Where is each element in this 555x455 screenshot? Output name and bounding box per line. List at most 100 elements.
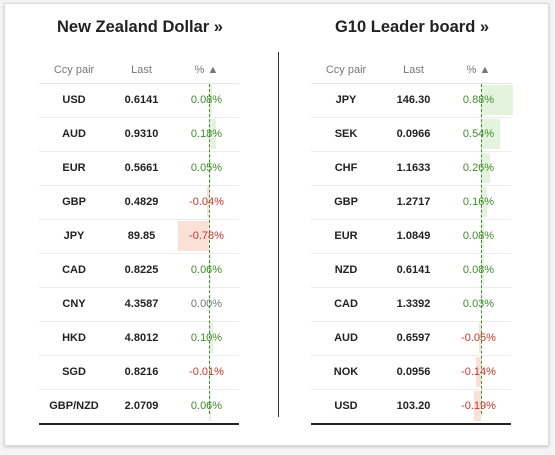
zero-line	[209, 84, 210, 414]
table-row[interactable]: GBP 1.2717 0.16%	[311, 186, 511, 220]
last-price-cell: 1.3392	[396, 298, 431, 310]
table-row[interactable]: NOK 0.0956 -0.14%	[311, 356, 511, 390]
positive-change-bar	[209, 153, 211, 183]
last-price-cell: 0.5661	[124, 162, 159, 174]
positive-change-bar	[209, 255, 212, 285]
pct-change-cell: 0.00%	[190, 298, 223, 310]
last-price-cell: 0.4829	[124, 196, 159, 208]
table-row[interactable]: GBP 0.4829 -0.04%	[39, 186, 239, 220]
pct-change-cell: -0.14%	[461, 366, 496, 378]
positive-change-bar	[481, 85, 513, 115]
header-pct-sort[interactable]: % ▲	[466, 64, 491, 76]
ccy-pair-cell: CAD	[62, 264, 86, 276]
nzd-table-body: USD 0.6141 0.08% AUD 0.9310 0.18% EUR 0.5661 0.0…	[39, 84, 239, 425]
ccy-pair-cell: NOK	[333, 366, 359, 378]
positive-change-bar	[209, 119, 217, 149]
ccy-pair-cell: HKD	[62, 332, 86, 344]
table-row[interactable]: JPY 89.85 -0.78%	[39, 220, 239, 254]
table-row[interactable]: AUD 0.6597 -0.05%	[311, 322, 511, 356]
ccy-pair-cell: EUR	[334, 230, 358, 242]
table-row[interactable]: CNY 4.3587 0.00%	[39, 288, 239, 322]
pct-change-cell: 0.16%	[462, 196, 495, 208]
pct-change-cell: 0.18%	[190, 128, 223, 140]
pct-change-cell: 0.08%	[462, 230, 495, 242]
last-price-cell: 1.1633	[396, 162, 431, 174]
table-row[interactable]: JPY 146.30 0.88%	[311, 84, 513, 118]
pct-change-cell: -0.19%	[461, 400, 496, 412]
ccy-pair-cell: CAD	[334, 298, 358, 310]
last-price-cell: 0.8216	[124, 366, 159, 378]
last-price-cell: 0.0966	[396, 128, 431, 140]
pct-change-cell: -0.04%	[189, 196, 224, 208]
g10-panel-title-link[interactable]: G10 Leader board »	[334, 18, 490, 36]
table-row[interactable]: SEK 0.0966 0.54%	[311, 118, 511, 152]
zero-line	[481, 84, 482, 414]
table-row[interactable]: AUD 0.9310 0.18%	[39, 118, 239, 152]
negative-change-bar	[479, 323, 481, 353]
positive-change-bar	[481, 255, 484, 285]
positive-change-bar	[481, 187, 487, 217]
pct-change-cell: 0.88%	[462, 94, 495, 106]
nzd-panel-title-link[interactable]: New Zealand Dollar »	[57, 18, 223, 36]
table-row[interactable]: HKD 4.8012 0.10%	[39, 322, 239, 356]
negative-change-bar	[207, 187, 209, 217]
last-price-cell: 89.85	[127, 230, 156, 242]
positive-change-bar	[209, 391, 212, 421]
ccy-pair-cell: USD	[334, 400, 358, 412]
pct-change-cell: 0.26%	[462, 162, 495, 174]
ccy-pair-cell: SGD	[62, 366, 86, 378]
last-price-cell: 0.8225	[124, 264, 159, 276]
last-price-cell: 0.0956	[396, 366, 431, 378]
table-row[interactable]: SGD 0.8216 -0.01%	[39, 356, 239, 390]
negative-change-bar	[474, 391, 481, 421]
table-row[interactable]: CAD 0.8225 0.06%	[39, 254, 239, 288]
pct-change-cell: 0.05%	[190, 162, 223, 174]
last-price-cell: 0.6141	[396, 264, 431, 276]
pct-change-cell: 0.06%	[190, 400, 223, 412]
last-price-cell: 103.20	[396, 400, 431, 412]
positive-change-bar	[481, 153, 491, 183]
table-row[interactable]: USD 0.6141 0.08%	[39, 84, 239, 118]
ccy-pair-cell: GBP/NZD	[49, 400, 99, 412]
pct-change-cell: -0.05%	[461, 332, 496, 344]
ccy-pair-cell: CHF	[334, 162, 358, 174]
positive-change-bar	[209, 85, 213, 115]
ccy-pair-cell: USD	[62, 94, 86, 106]
pct-change-cell: 0.06%	[190, 264, 223, 276]
ccy-pair-cell: EUR	[62, 162, 86, 174]
last-price-cell: 2.0709	[124, 400, 159, 412]
g10-table-header: Ccy pair Last % ▲	[311, 61, 511, 84]
table-row[interactable]: EUR 1.0849 0.08%	[311, 220, 511, 254]
ccy-pair-cell: GBP	[334, 196, 358, 208]
last-price-cell: 0.9310	[124, 128, 159, 140]
header-ccy-pair[interactable]: Ccy pair	[325, 64, 367, 76]
header-last[interactable]: Last	[131, 64, 152, 76]
last-price-cell: 1.2717	[396, 196, 431, 208]
ccy-pair-cell: SEK	[334, 128, 358, 140]
positive-change-bar	[481, 221, 484, 251]
ccy-pair-cell: JPY	[63, 230, 85, 242]
table-row[interactable]: NZD 0.6141 0.08%	[311, 254, 511, 288]
table-row[interactable]: EUR 0.5661 0.05%	[39, 152, 239, 186]
negative-change-bar	[475, 357, 481, 387]
currency-widget: New Zealand Dollar » Ccy pair Last % ▲ U…	[4, 3, 549, 446]
ccy-pair-cell: JPY	[335, 94, 357, 106]
pct-change-cell: 0.03%	[462, 298, 495, 310]
table-row[interactable]: GBP/NZD 2.0709 0.06%	[39, 390, 239, 425]
last-price-cell: 0.6141	[124, 94, 159, 106]
last-price-cell: 0.6597	[396, 332, 431, 344]
table-row[interactable]: CHF 1.1633 0.26%	[311, 152, 511, 186]
pct-change-cell: -0.78%	[189, 230, 224, 242]
table-row[interactable]: USD 103.20 -0.19%	[311, 390, 511, 425]
last-price-cell: 4.8012	[124, 332, 159, 344]
ccy-pair-cell: NZD	[334, 264, 358, 276]
g10-table-body: JPY 146.30 0.88% SEK 0.0966 0.54% CHF 1.1633 0.2…	[311, 84, 513, 425]
ccy-pair-cell: AUD	[62, 128, 86, 140]
header-ccy-pair[interactable]: Ccy pair	[53, 64, 95, 76]
ccy-pair-cell: CNY	[62, 298, 86, 310]
nzd-table-header: Ccy pair Last % ▲	[39, 61, 239, 84]
panel-divider	[278, 52, 279, 417]
last-price-cell: 1.0849	[396, 230, 431, 242]
header-pct-sort[interactable]: % ▲	[194, 64, 219, 76]
header-last[interactable]: Last	[403, 64, 424, 76]
